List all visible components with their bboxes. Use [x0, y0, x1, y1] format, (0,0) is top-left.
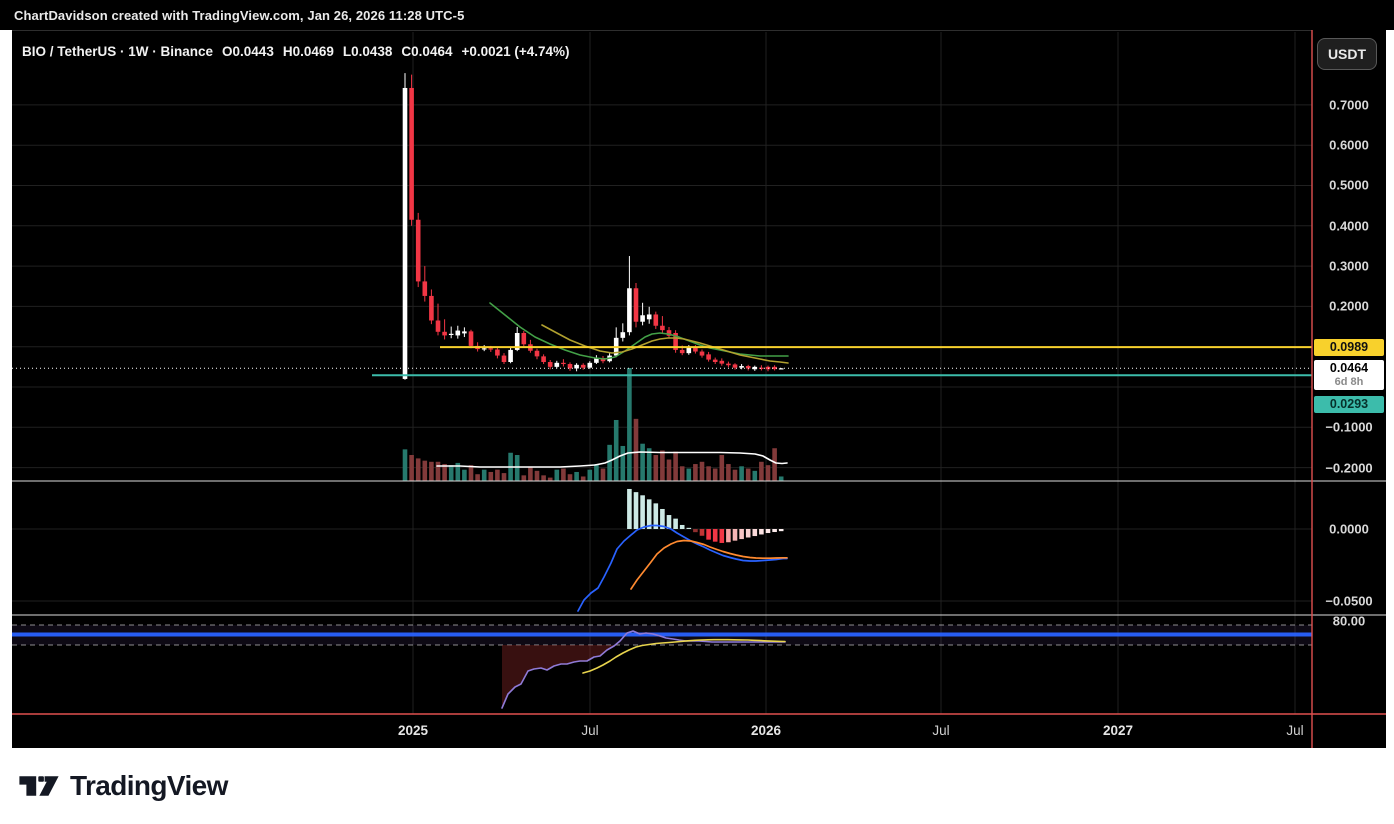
- time-scale[interactable]: 2025 Jul 2026 Jul 2027 Jul: [12, 714, 1386, 748]
- ohlc-change: +0.0021 (+4.74%): [461, 44, 570, 59]
- currency-toggle-label: USDT: [1327, 46, 1367, 62]
- time-axis-label: 2026: [750, 723, 782, 738]
- price-axis-label: 0.6000: [1329, 137, 1369, 153]
- attribution-bar: ChartDavidson created with TradingView.c…: [0, 0, 1394, 30]
- tradingview-logo[interactable]: TradingView: [18, 768, 228, 804]
- currency-toggle-button[interactable]: USDT: [1317, 38, 1377, 70]
- symbol-title: BIO / TetherUS · 1W · Binance: [22, 44, 214, 59]
- chart-area[interactable]: BIO / TetherUS · 1W · Binance O0.0443 H0.0…: [12, 30, 1386, 748]
- yellow-level-price-label: 0.0989: [1314, 338, 1384, 356]
- price-axis-label: 0.0000: [1329, 521, 1369, 537]
- price-axis-label: 0.5000: [1329, 177, 1369, 193]
- tradingview-logo-icon: [19, 776, 59, 796]
- ohlc-open: O0.0443: [222, 44, 274, 59]
- axis-border-lines: [12, 30, 1386, 748]
- volume-bars: [402, 368, 784, 481]
- attribution-text: ChartDavidson created with TradingView.c…: [14, 7, 465, 23]
- price-axis-label: 80.00: [1332, 613, 1366, 629]
- price-axis-label: 0.3000: [1329, 258, 1369, 274]
- price-axis-label: 0.2000: [1329, 298, 1369, 314]
- time-axis-label: Jul: [581, 723, 599, 738]
- ohlc-low: L0.0438: [342, 44, 393, 59]
- macd-indicator: [577, 488, 788, 612]
- rsi-bands: [12, 624, 1312, 646]
- volume-ma-line: [436, 451, 788, 468]
- price-axis-label: −0.0500: [1325, 593, 1373, 609]
- chart-canvas[interactable]: [12, 30, 1386, 748]
- pane-separators[interactable]: [12, 480, 1386, 616]
- price-axis-label: 0.7000: [1329, 97, 1369, 113]
- tradingview-logo-text: TradingView: [70, 770, 228, 801]
- candlesticks: [402, 73, 784, 380]
- time-axis-label: Jul: [932, 723, 950, 738]
- symbol-legend: BIO / TetherUS · 1W · Binance O0.0443 H0.0…: [22, 44, 579, 59]
- price-axis-label: −0.1000: [1325, 419, 1373, 435]
- teal-level-price-label: 0.0293: [1314, 396, 1384, 413]
- price-axis-label: −0.2000: [1325, 460, 1373, 476]
- price-axis-label: 0.4000: [1329, 218, 1369, 234]
- ohlc-close: C0.0464: [401, 44, 453, 59]
- rsi-indicator: [501, 630, 786, 709]
- price-scale[interactable]: 0.7000 0.6000 0.5000 0.4000 0.3000 0.2000 −0.1…: [1312, 30, 1386, 714]
- ohlc-high: H0.0469: [282, 44, 334, 59]
- time-axis-label: 2025: [397, 723, 429, 738]
- gridlines: [12, 32, 1312, 714]
- time-axis-label: Jul: [1286, 723, 1304, 738]
- time-axis-label: 2027: [1102, 723, 1134, 738]
- horizontal-level-lines[interactable]: [12, 346, 1312, 377]
- last-price-label: 0.0464 6d 8h: [1314, 360, 1384, 390]
